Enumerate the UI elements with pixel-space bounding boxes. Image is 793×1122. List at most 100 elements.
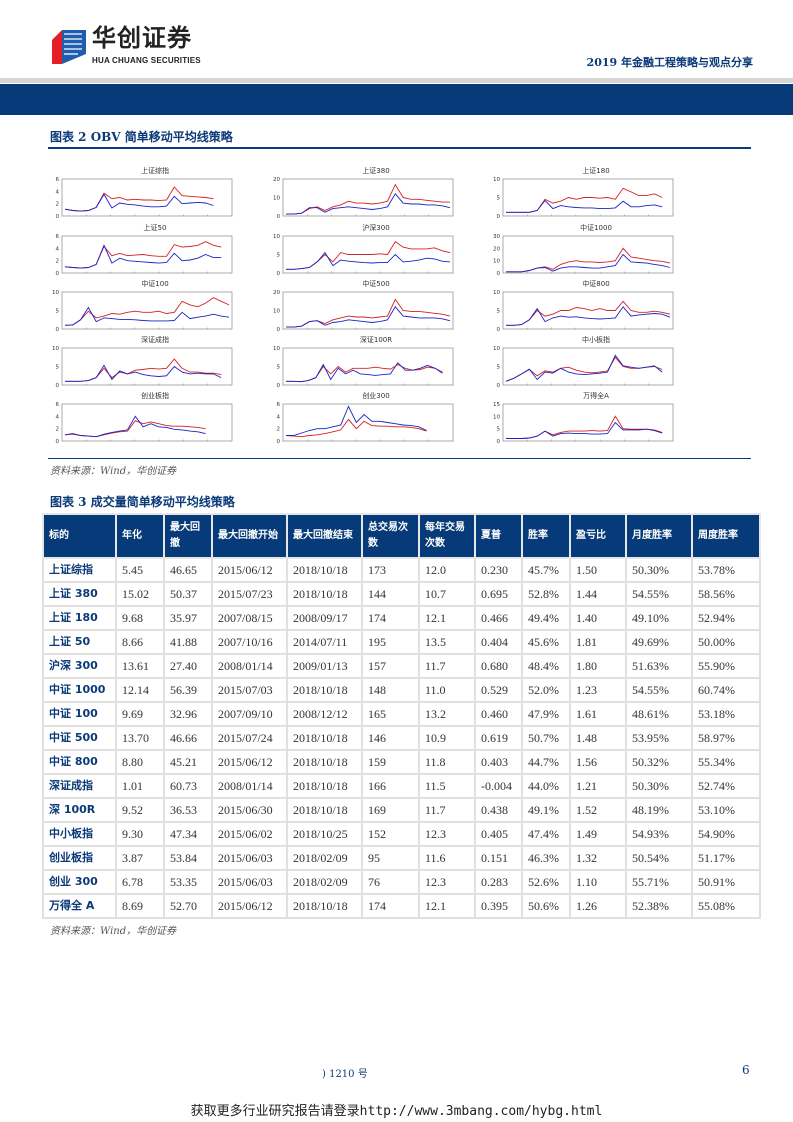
brand-name-en: HUA CHUANG SECURITIES	[92, 56, 201, 65]
table-cell: 12.0	[418, 557, 476, 583]
obv-chart-panel: 创业板指 0 2 4 6	[40, 392, 240, 454]
table-cell: 11.7	[418, 653, 476, 679]
table-cell: 50.32%	[625, 749, 693, 775]
chart-title: 中证1000	[580, 224, 612, 232]
table-cell: 0.404	[474, 629, 523, 655]
plot-frame	[282, 291, 454, 330]
series-line-strategy	[64, 186, 214, 212]
table-cell: 1.26	[569, 893, 627, 919]
figure3-source: 资料来源：Wind，华创证券	[50, 926, 177, 937]
table-cell: 50.30%	[625, 773, 693, 799]
table-cell: 1.80	[569, 653, 627, 679]
obv-chart-panel: 深证成指 0 5 10	[40, 336, 240, 398]
table-cell: 1.44	[569, 581, 627, 607]
row-label: 创业 300	[42, 869, 117, 895]
series-line-index	[64, 415, 206, 438]
table-cell: 2018/02/09	[286, 845, 363, 871]
table-cell: 2018/10/25	[286, 821, 363, 847]
y-tick-label: 0	[56, 271, 60, 277]
chart-title: 创业板指	[141, 392, 169, 400]
header-divider	[0, 78, 793, 83]
y-tick-label: 0	[497, 327, 501, 333]
table-cell: 169	[361, 797, 420, 823]
series-line-strategy	[285, 418, 427, 438]
y-tick-label: 10	[273, 196, 280, 202]
series-line-strategy	[506, 187, 663, 213]
plot-frame	[61, 291, 233, 330]
table-cell: 174	[361, 605, 420, 631]
y-tick-label: 2	[56, 202, 60, 208]
series-line-index	[286, 251, 451, 270]
table-cell: 2015/07/24	[211, 725, 288, 751]
y-tick-label: 5	[497, 196, 501, 202]
table-cell: 56.39	[163, 677, 213, 703]
table-cell: 2008/01/14	[211, 653, 288, 679]
plot-frame	[282, 403, 454, 442]
table-cell: 46.66	[163, 725, 213, 751]
y-tick-label: 10	[52, 290, 59, 296]
y-tick-label: 10	[493, 177, 500, 183]
table-cell: 48.4%	[521, 653, 571, 679]
table-cell: 12.3	[418, 821, 476, 847]
table-cell: 3.87	[115, 845, 165, 871]
table-cell: 1.49	[569, 821, 627, 847]
table-cell: 15.02	[115, 581, 165, 607]
table-cell: 53.35	[163, 869, 213, 895]
table-cell: 2018/02/09	[286, 869, 363, 895]
table-cell: 0.466	[474, 605, 523, 631]
table-cell: 52.0%	[521, 677, 571, 703]
chart-title: 上证180	[582, 167, 610, 175]
column-header: 周度胜率	[691, 513, 761, 559]
table-cell: 174	[361, 893, 420, 919]
table-cell: 1.10	[569, 869, 627, 895]
y-tick-label: 5	[277, 365, 281, 371]
table-cell: 1.52	[569, 797, 627, 823]
figure3-title: 图表 3 成交量简单移动平均线策略	[50, 495, 235, 509]
table-row: 沪深 300 13.61 27.40 2008/01/14 2009/01/13 157 1…	[42, 653, 761, 679]
chart-title: 中证500	[362, 280, 390, 288]
table-cell: 166	[361, 773, 420, 799]
table-cell: 10.9	[418, 725, 476, 751]
table-cell: 52.38%	[625, 893, 693, 919]
table-cell: 52.74%	[691, 773, 761, 799]
y-tick-label: 30	[493, 234, 500, 240]
y-tick-label: 2	[56, 427, 60, 433]
chart-title: 深证成指	[141, 336, 169, 344]
column-header: 总交易次数	[361, 513, 420, 559]
table-cell: 60.74%	[691, 677, 761, 703]
table-cell: 144	[361, 581, 420, 607]
table-cell: 50.30%	[625, 557, 693, 583]
plot-frame	[282, 178, 454, 217]
table-cell: 12.3	[418, 869, 476, 895]
series-line-strategy	[506, 300, 671, 326]
row-label: 深 100R	[42, 797, 117, 823]
table-cell: 2014/07/11	[286, 629, 363, 655]
y-tick-label: 10	[273, 309, 280, 315]
y-tick-label: 5	[497, 427, 501, 433]
y-tick-label: 2	[277, 427, 281, 433]
promo-link[interactable]: 获取更多行业研究报告请登录http://www.3mbang.com/hybg.…	[190, 1104, 603, 1119]
column-header: 盈亏比	[569, 513, 627, 559]
table-cell: 0.395	[474, 893, 523, 919]
obv-chart-panel: 上证50 0 2 4 6	[40, 224, 240, 286]
plot-frame	[502, 178, 674, 217]
table-cell: 48.61%	[625, 701, 693, 727]
table-cell: 47.34	[163, 821, 213, 847]
table-cell: 52.94%	[691, 605, 761, 631]
table-cell: -0.004	[474, 773, 523, 799]
series-line-strategy	[506, 415, 663, 439]
table-cell: 2015/06/02	[211, 821, 288, 847]
y-tick-label: 0	[277, 383, 281, 389]
table-cell: 2018/10/18	[286, 773, 363, 799]
table-cell: 2008/01/14	[211, 773, 288, 799]
y-tick-label: 4	[56, 414, 60, 420]
plot-frame	[61, 235, 233, 274]
row-label: 中证 800	[42, 749, 117, 775]
table-cell: 32.96	[163, 701, 213, 727]
row-label: 万得全 A	[42, 893, 117, 919]
table-cell: 146	[361, 725, 420, 751]
page-number: 6	[742, 1063, 750, 1077]
table-cell: 2015/07/23	[211, 581, 288, 607]
y-tick-label: 5	[497, 365, 501, 371]
obv-chart-panel: 深证100R 0 5 10	[261, 336, 461, 398]
